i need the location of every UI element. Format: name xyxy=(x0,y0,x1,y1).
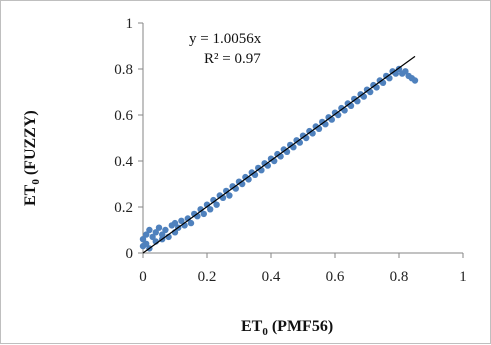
data-point xyxy=(200,210,207,218)
y-tick-marks xyxy=(138,22,143,254)
x-tick-label: 0.2 xyxy=(198,269,217,285)
y-tick-labels: 0 0.2 0.4 0.6 0.8 1 xyxy=(114,16,133,262)
x-tick-labels: 0 0.2 0.4 0.6 0.8 1 xyxy=(139,269,467,285)
x-tick-marks xyxy=(142,253,464,258)
data-point xyxy=(187,219,195,227)
data-point xyxy=(143,231,150,238)
y-tick-label: 0.2 xyxy=(114,200,133,216)
y-axis-title-rest: (FUZZY) xyxy=(22,110,39,179)
x-tick-label: 0.4 xyxy=(262,269,281,285)
x-tick-label: 0.8 xyxy=(390,269,409,285)
x-tick-label: 1 xyxy=(459,269,467,285)
data-point xyxy=(155,224,163,231)
x-axis-title: ET0 (PMF56) xyxy=(241,318,333,338)
x-tick-label: 0 xyxy=(139,269,147,285)
data-point xyxy=(309,130,316,137)
y-axis-title-main: ET xyxy=(22,184,39,206)
data-point xyxy=(226,192,233,199)
plot-area: 0 0.2 0.4 0.6 0.8 1 0 0.2 0.4 0.6 0.8 1 xyxy=(114,16,467,285)
x-axis-title-main: ET xyxy=(241,318,263,335)
data-point xyxy=(402,68,409,75)
data-point xyxy=(223,187,230,195)
data-point xyxy=(171,219,179,227)
data-point xyxy=(207,206,214,213)
x-axis-title-sub: 0 xyxy=(262,326,268,338)
x-axis-title-rest: (PMF56) xyxy=(268,318,333,335)
data-point xyxy=(152,229,159,236)
data-point xyxy=(315,125,323,132)
x-tick-label: 0.6 xyxy=(326,269,345,285)
data-point xyxy=(213,201,220,208)
data-point xyxy=(322,121,329,128)
data-point xyxy=(139,236,147,243)
data-point xyxy=(328,116,335,123)
data-point xyxy=(149,233,156,241)
data-point xyxy=(411,77,419,84)
data-point xyxy=(146,226,153,234)
data-point xyxy=(159,231,166,238)
data-point xyxy=(143,240,150,247)
trendline-equation: y = 1.0056x xyxy=(189,31,262,47)
data-point xyxy=(341,107,348,114)
trendline xyxy=(142,55,416,254)
data-point xyxy=(162,226,169,234)
y-tick-label: 0.8 xyxy=(114,62,133,78)
data-point xyxy=(335,111,342,119)
data-point xyxy=(178,217,185,224)
r-squared-label: R² = 0.97 xyxy=(204,51,261,67)
data-points xyxy=(139,65,419,252)
y-tick-label: 1 xyxy=(126,16,134,32)
y-axis-title: ET0 (FUZZY) xyxy=(22,110,42,206)
y-tick-label: 0.6 xyxy=(114,108,133,124)
y-tick-label: 0 xyxy=(126,246,134,262)
y-tick-label: 0.4 xyxy=(114,154,133,170)
y-axis-title-sub: 0 xyxy=(30,179,42,185)
